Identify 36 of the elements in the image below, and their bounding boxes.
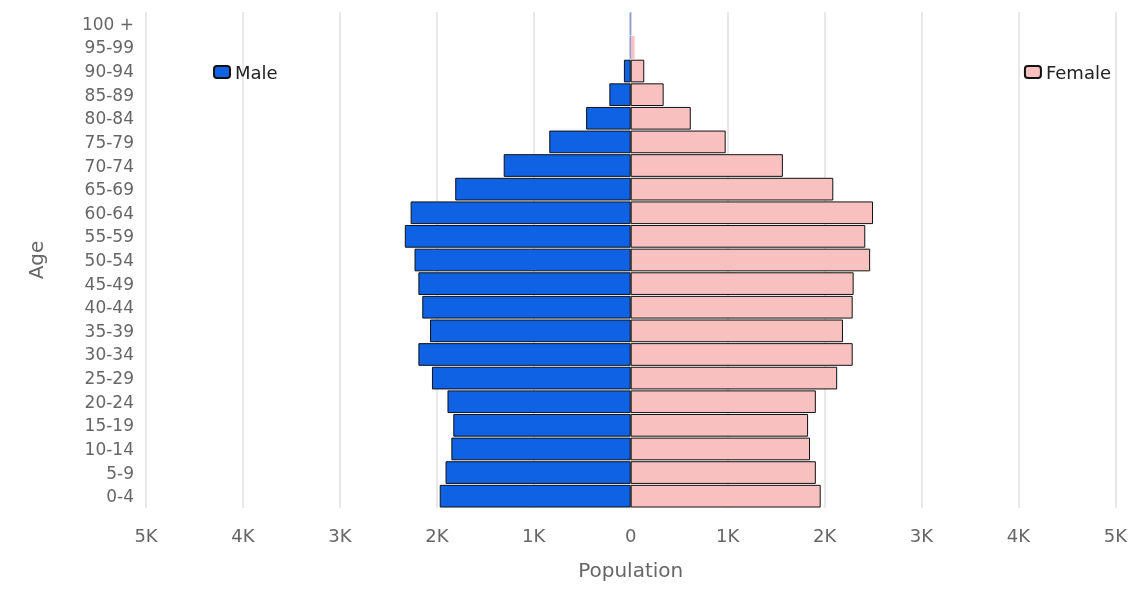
x-tick-label: 5K [1103,524,1129,546]
y-tick-label: 30-34 [84,344,134,365]
x-tick-label: 4K [231,524,256,546]
y-tick-label: 5-9 [106,462,134,483]
y-tick-label: 0-4 [106,486,134,507]
y-tick-label: 90-94 [84,61,134,82]
x-tick-label: 2K [812,524,838,546]
x-tick-label: 5K [134,524,159,546]
y-tick-label: 10-14 [84,438,134,459]
x-tick-label: 1K [522,524,547,546]
y-tick-label: 45-49 [84,273,134,294]
x-tick-label: 2K [425,524,450,546]
y-tick-label: 85-89 [84,84,134,105]
y-tick-label: 35-39 [84,320,134,341]
y-tick-label: 100 + [81,13,134,34]
x-tick-label: 1K [715,524,741,546]
y-tick-label: 60-64 [84,202,134,223]
x-axis-title: Population [578,558,684,582]
y-tick-label: 55-59 [84,226,134,247]
y-tick-label: 20-24 [84,391,134,412]
legend-label: Female [1045,61,1112,83]
x-tick-label: 0 [624,524,637,546]
y-tick-label: 15-19 [84,415,134,436]
y-tick-label: 70-74 [84,155,134,176]
y-tick-label: 80-84 [84,108,134,129]
y-tick-label: 25-29 [84,368,134,389]
x-tick-label: 3K [909,524,935,546]
y-tick-label: 75-79 [84,131,134,152]
y-tick-label: 95-99 [84,37,134,58]
legend-label: Male [235,61,278,83]
y-tick-label: 40-44 [84,297,134,318]
y-axis-title: Age [24,240,48,280]
y-tick-label: 50-54 [84,250,134,270]
y-tick-label: 65-69 [84,179,134,200]
x-tick-label: 4K [1006,524,1032,546]
x-tick-label: 3K [328,524,353,546]
